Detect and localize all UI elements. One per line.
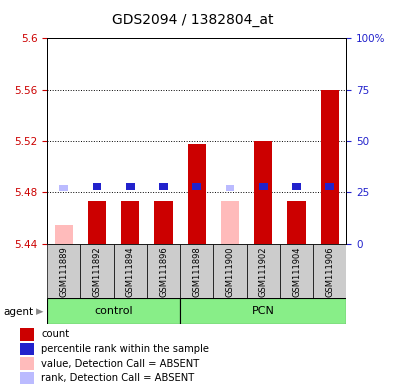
Bar bbox=[88, 202, 106, 244]
Bar bbox=[59, 185, 68, 191]
Bar bbox=[220, 202, 238, 244]
Text: GSM111892: GSM111892 bbox=[92, 247, 101, 297]
Bar bbox=[225, 185, 234, 191]
Bar bbox=[154, 202, 172, 244]
Bar bbox=[159, 184, 167, 190]
Bar bbox=[254, 141, 272, 244]
Text: GSM111889: GSM111889 bbox=[59, 247, 68, 297]
Bar bbox=[192, 184, 201, 190]
Bar bbox=[279, 244, 312, 298]
Text: percentile rank within the sample: percentile rank within the sample bbox=[41, 344, 209, 354]
Text: GSM111900: GSM111900 bbox=[225, 247, 234, 297]
Text: control: control bbox=[94, 306, 133, 316]
Text: GSM111904: GSM111904 bbox=[291, 247, 300, 297]
Text: GSM111906: GSM111906 bbox=[324, 247, 333, 297]
Bar bbox=[325, 184, 333, 190]
Text: GSM111902: GSM111902 bbox=[258, 247, 267, 297]
Bar bbox=[258, 184, 267, 190]
Bar bbox=[113, 244, 146, 298]
Bar bbox=[246, 244, 279, 298]
Bar bbox=[213, 244, 246, 298]
Bar bbox=[312, 244, 346, 298]
Bar bbox=[20, 372, 34, 384]
Text: GSM111894: GSM111894 bbox=[126, 247, 135, 297]
Text: PCN: PCN bbox=[251, 306, 274, 316]
Bar bbox=[80, 244, 113, 298]
Bar bbox=[92, 184, 101, 190]
Text: rank, Detection Call = ABSENT: rank, Detection Call = ABSENT bbox=[41, 373, 194, 383]
Bar bbox=[20, 328, 34, 341]
Bar bbox=[320, 90, 338, 244]
Bar bbox=[187, 144, 205, 244]
Bar bbox=[180, 244, 213, 298]
Bar bbox=[121, 202, 139, 244]
Text: GSM111896: GSM111896 bbox=[159, 247, 168, 297]
Text: GDS2094 / 1382804_at: GDS2094 / 1382804_at bbox=[112, 13, 273, 27]
Bar bbox=[146, 244, 180, 298]
Text: agent: agent bbox=[3, 307, 33, 317]
Polygon shape bbox=[36, 308, 43, 315]
Bar bbox=[287, 202, 305, 244]
Text: GSM111898: GSM111898 bbox=[192, 247, 201, 297]
Bar bbox=[20, 357, 34, 370]
Bar bbox=[20, 343, 34, 356]
Text: value, Detection Call = ABSENT: value, Detection Call = ABSENT bbox=[41, 359, 199, 369]
Bar bbox=[54, 225, 73, 244]
Text: count: count bbox=[41, 329, 70, 339]
Bar bbox=[292, 184, 300, 190]
Bar bbox=[47, 244, 80, 298]
Bar bbox=[47, 298, 180, 324]
Bar bbox=[126, 184, 134, 190]
Bar bbox=[180, 298, 346, 324]
